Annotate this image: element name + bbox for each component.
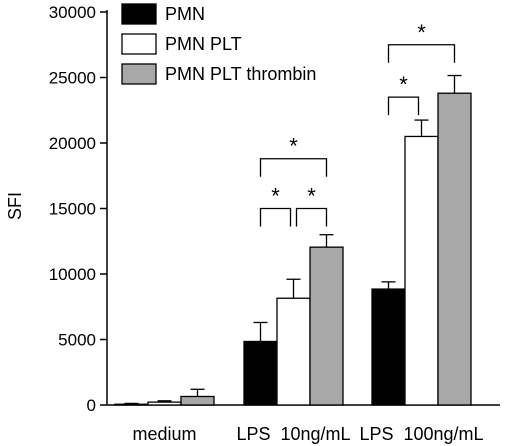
significance-star: * (417, 20, 426, 45)
bar (404, 135, 439, 406)
significance-star: * (271, 184, 280, 209)
significance-bracket (259, 158, 328, 177)
significance-star: * (289, 134, 298, 159)
y-tick-label: 20000 (49, 134, 96, 153)
bar (371, 288, 406, 406)
bar (309, 246, 344, 406)
significance-bracket (295, 207, 328, 227)
significance-star: * (399, 72, 408, 97)
legend-label: PMN PLT thrombin (165, 64, 316, 84)
y-tick-label: 15000 (49, 200, 96, 219)
significance-bracket (387, 44, 456, 63)
x-category-label: LPS 100ng/mL (359, 424, 483, 444)
legend-swatch (121, 33, 157, 55)
legend-label: PMN (165, 4, 205, 24)
significance-star: * (307, 184, 316, 209)
bar (180, 395, 215, 406)
legend: PMN PMN PLT PMN PLT thrombin (121, 3, 316, 85)
legend-swatch (121, 3, 157, 25)
bar (437, 92, 472, 406)
y-axis-title: SFI (5, 192, 25, 220)
x-category-label: medium (132, 424, 196, 444)
significance-brackets: * * * * * (259, 20, 456, 227)
significance-bracket (387, 96, 420, 116)
y-tick-label: 0 (87, 396, 96, 415)
bar (243, 340, 278, 406)
y-tick-label: 5000 (58, 331, 96, 350)
bar (276, 297, 311, 406)
x-axis-category-labels: medium LPS 10ng/mL LPS 100ng/mL (132, 424, 483, 444)
y-tick-label: 10000 (49, 265, 96, 284)
legend-swatch (121, 63, 157, 85)
legend-label: PMN PLT (165, 34, 242, 54)
y-axis-ticks: 0 5000 10000 15000 20000 25000 30000 (49, 3, 107, 415)
bars (114, 74, 472, 406)
significance-bracket (259, 207, 292, 227)
x-category-label: LPS 10ng/mL (236, 424, 350, 444)
bar (147, 401, 182, 406)
y-tick-label: 25000 (49, 69, 96, 88)
bar (114, 403, 149, 406)
y-tick-label: 30000 (49, 3, 96, 22)
